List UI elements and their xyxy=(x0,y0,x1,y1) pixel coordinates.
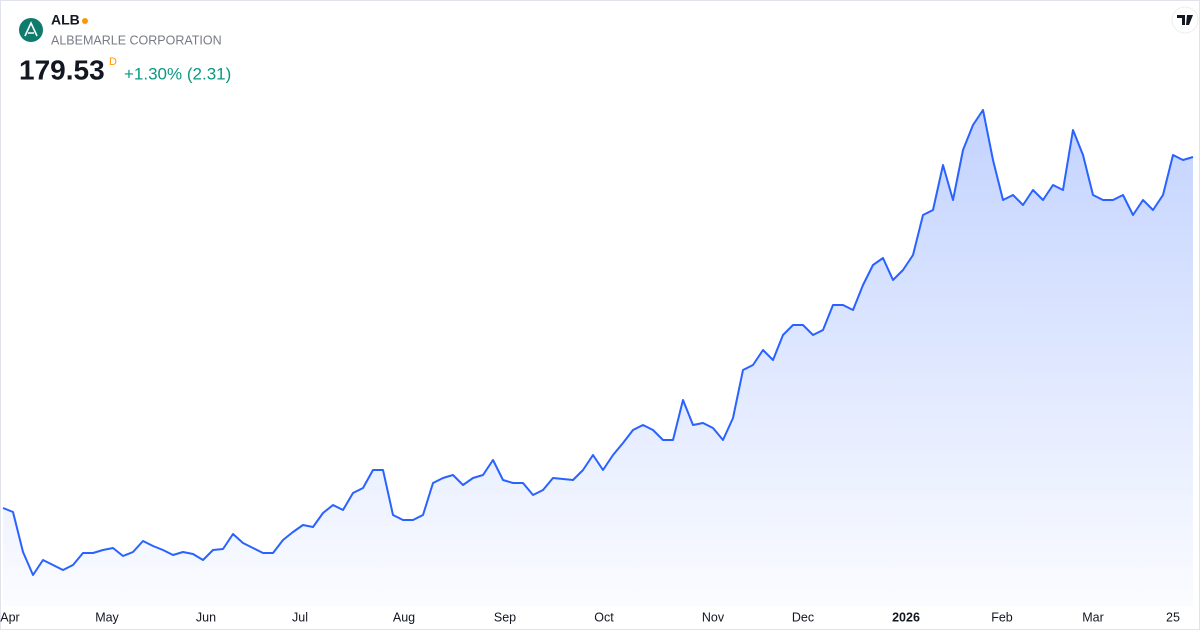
logo-icon xyxy=(24,21,38,37)
x-tick-label: Sep xyxy=(494,610,516,624)
symbol: ALB xyxy=(51,12,80,28)
tv-logo[interactable] xyxy=(1177,15,1193,25)
price-line xyxy=(2,109,1194,576)
x-tick-label: Nov xyxy=(702,610,725,624)
x-tick-label: Oct xyxy=(594,610,614,624)
x-tick-label: Dec xyxy=(792,610,814,624)
x-tick-label: 25 xyxy=(1166,610,1180,624)
price: 179.53 xyxy=(19,54,105,85)
x-tick-label: Aug xyxy=(393,610,415,624)
x-tick-label: Jun xyxy=(196,610,216,624)
company-name: ALBEMARLE CORPORATION xyxy=(51,33,222,47)
plot: Apr May Jun Jul Aug Sep Oct Nov Dec 2026 Feb Mar 25 xyxy=(0,109,1194,624)
x-tick-label: Feb xyxy=(991,610,1013,624)
x-tick-label: Jul xyxy=(292,610,308,624)
x-tick-label: 2026 xyxy=(892,610,920,624)
interval: D xyxy=(109,56,117,68)
status-dot xyxy=(82,18,88,24)
area xyxy=(3,110,1193,606)
x-tick-label: Apr xyxy=(0,610,19,624)
change: +1.30% (2.31) xyxy=(124,64,231,83)
x-tick-label: Mar xyxy=(1082,610,1104,624)
x-tick-label: May xyxy=(95,610,119,624)
